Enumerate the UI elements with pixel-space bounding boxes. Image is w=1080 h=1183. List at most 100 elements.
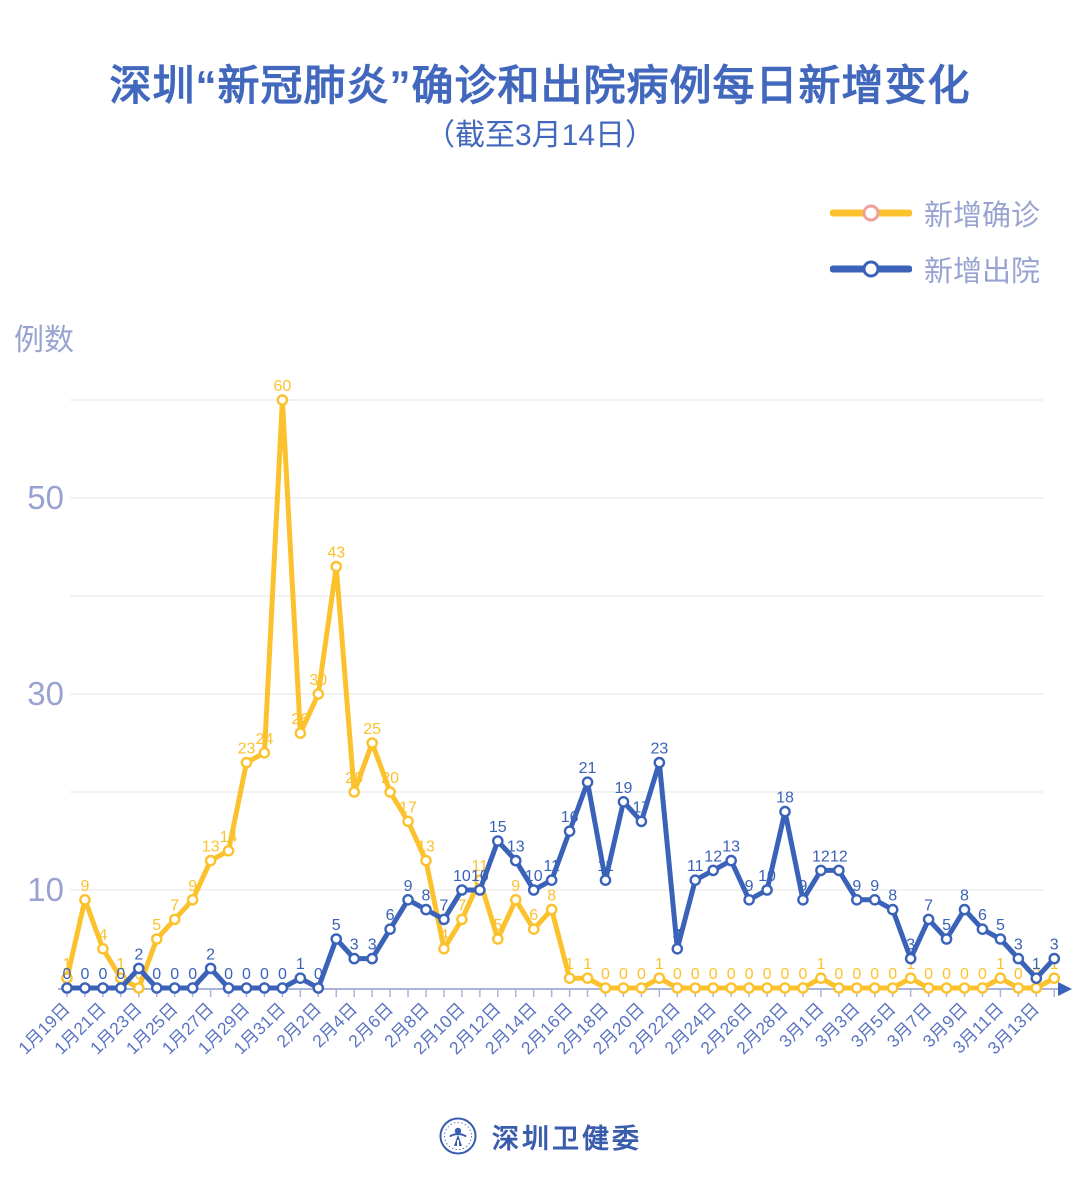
data-point-marker-discharged [868,894,881,906]
data-point-marker-discharged [222,982,235,994]
data-point-marker-confirmed [258,747,271,759]
data-point-marker-discharged [384,923,396,936]
data-point-label-confirmed: 5 [152,917,161,934]
data-point-label-discharged: 9 [798,878,807,895]
data-point-marker-confirmed [79,894,91,906]
data-point-marker-confirmed [1048,972,1061,985]
data-point-label-confirmed: 9 [511,878,520,895]
data-point-label-confirmed: 0 [960,966,969,983]
data-point-marker-confirmed [707,982,720,994]
data-point-label-confirmed: 1 [816,956,825,973]
data-point-marker-confirmed [653,972,666,985]
data-point-label-discharged: 23 [650,741,668,758]
chart-subtitle: （截至3月14日） [424,119,656,152]
data-point-label-confirmed: 1 [116,956,125,973]
data-point-label-discharged: 0 [116,966,125,983]
data-point-marker-confirmed [150,933,163,945]
data-point-marker-discharged [97,982,109,994]
data-point-label-discharged: 9 [852,878,861,895]
data-point-marker-confirmed [545,903,558,916]
data-point-marker-confirmed [456,913,468,926]
y-axis-labels: 10 30 50 [27,479,64,908]
data-point-marker-confirmed [797,982,809,994]
data-point-label-discharged: 16 [561,809,579,826]
data-point-marker-discharged [420,903,432,916]
data-point-label-confirmed: 13 [417,839,435,856]
data-point-marker-discharged [294,972,307,985]
data-point-marker-discharged [79,982,91,994]
data-point-label-discharged: 8 [422,888,431,905]
data-point-marker-confirmed [168,913,181,926]
data-point-label-confirmed: 4 [439,927,448,944]
data-point-label-discharged: 13 [507,839,525,856]
data-point-marker-discharged [509,854,522,867]
data-point-marker-discharged [797,894,809,906]
legend-label-confirmed: 新增确诊 [923,200,1040,232]
data-point-marker-confirmed [132,982,145,994]
data-point-label-confirmed: 1 [583,956,592,973]
data-point-label-confirmed: 5 [493,917,502,934]
data-point-label-confirmed: 20 [381,770,399,787]
data-point-marker-discharged [1048,952,1061,965]
data-point-marker-discharged [922,913,935,926]
data-point-label-discharged: 0 [63,966,72,983]
data-point-label-confirmed: 13 [202,839,220,856]
data-point-marker-discharged [617,796,630,808]
data-point-marker-discharged [132,962,145,975]
data-point-label-confirmed: 23 [238,741,256,758]
data-point-marker-discharged [258,982,271,994]
data-point-label-discharged: 1 [296,956,305,973]
data-point-label-discharged: 3 [350,937,359,954]
data-point-label-discharged: 15 [489,819,507,836]
data-point-marker-confirmed [815,972,827,985]
data-point-label-confirmed: 43 [327,545,345,562]
data-point-label-discharged: 2 [206,946,215,963]
data-point-marker-confirmed [1012,982,1025,994]
data-point-label-confirmed: 0 [888,966,897,983]
data-point-label-discharged: 17 [633,799,651,816]
data-point-marker-confirmed [599,982,612,994]
data-point-label-confirmed: 1 [996,956,1005,973]
data-point-label-confirmed: 26 [291,711,309,728]
data-point-label-confirmed: 7 [457,897,466,914]
data-point-marker-discharged [976,923,989,936]
data-point-label-confirmed: 25 [363,721,381,738]
y-tick-label: 10 [27,871,64,908]
data-point-marker-confirmed [509,894,522,906]
data-point-marker-confirmed [958,982,971,994]
data-point-marker-confirmed [743,982,755,994]
data-point-label-confirmed: 30 [309,672,327,689]
data-point-label-confirmed: 17 [399,799,417,816]
data-point-label-confirmed: 0 [637,966,646,983]
data-point-label-discharged: 13 [722,839,740,856]
data-point-marker-discharged [599,874,612,887]
data-point-label-confirmed: 9 [80,878,89,895]
data-point-label-discharged: 11 [687,858,704,875]
data-point-label-discharged: 3 [1014,937,1023,954]
data-point-marker-confirmed [833,982,845,994]
data-point-label-confirmed: 0 [745,966,754,983]
data-point-marker-confirmed [438,943,450,955]
data-point-marker-discharged [366,952,378,965]
data-point-label-confirmed: 7 [170,897,179,914]
legend-item-confirmed[interactable]: 新增确诊 [829,192,1040,234]
data-point-marker-confirmed [348,786,361,798]
data-point-marker-confirmed [868,982,881,994]
data-point-marker-discharged [815,864,827,877]
data-point-marker-confirmed [976,982,989,994]
legend-item-discharged[interactable]: 新增出院 [829,248,1040,290]
data-point-label-discharged: 0 [170,966,179,983]
data-point-marker-confirmed [384,786,396,798]
data-point-marker-discharged [851,894,863,906]
data-point-label-discharged: 9 [870,878,879,895]
x-axis-labels: 1月19日1月21日1月23日1月25日1月27日1月29日1月31日2月2日2… [14,999,1043,1059]
data-point-marker-confirmed [204,854,217,867]
data-point-marker-discharged [1030,972,1043,985]
data-point-marker-confirmed [671,982,684,994]
data-point-label-discharged: 5 [332,917,341,934]
data-point-marker-confirmed [689,982,702,994]
data-point-label-confirmed: 24 [256,731,274,748]
data-point-marker-confirmed [761,982,773,994]
data-point-marker-confirmed [617,982,630,994]
data-point-label-discharged: 0 [224,966,233,983]
